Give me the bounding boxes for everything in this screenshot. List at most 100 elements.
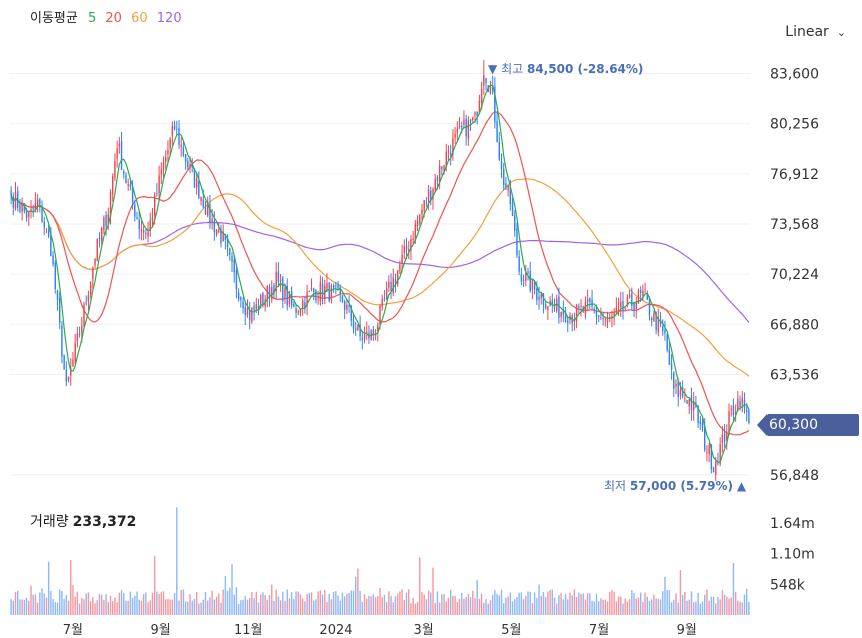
volume-bar (465, 597, 467, 615)
candle-body (496, 120, 498, 143)
candle (489, 80, 492, 95)
volume-bar (637, 597, 640, 615)
volume-bar (655, 598, 657, 615)
volume-bar (650, 599, 653, 615)
candle-body (76, 333, 79, 341)
volume-bar (710, 596, 713, 615)
volume-bar (36, 602, 39, 615)
volume-bar (218, 593, 220, 615)
legend-ma5[interactable]: 5 (87, 11, 97, 26)
candle-body (593, 308, 595, 310)
candle-body (445, 151, 447, 167)
candle-body (310, 288, 313, 290)
scale-selector[interactable]: Linear ⌄ (785, 24, 846, 40)
candle-body (87, 295, 90, 302)
volume-bar (631, 590, 633, 615)
volume-bar (692, 602, 695, 615)
candle-body (120, 141, 123, 170)
volume-bar (567, 599, 569, 615)
volume-bar (28, 600, 30, 615)
candle (589, 297, 591, 310)
volume-bar (134, 595, 136, 615)
volume-bar (626, 601, 629, 615)
candle-body (547, 306, 549, 310)
volume-bar (251, 591, 253, 615)
candle-body (421, 209, 423, 215)
candle-body (266, 285, 269, 300)
volume-bar (273, 601, 275, 615)
candle-body (326, 283, 328, 289)
candle (454, 126, 456, 144)
candle (63, 354, 65, 370)
volume-bar (580, 593, 582, 615)
candle-body (624, 307, 626, 309)
candle (602, 311, 604, 326)
volume-bar (584, 599, 587, 615)
volume-label-text: 거래량 (30, 514, 69, 530)
candle (54, 260, 57, 294)
candle-body (56, 290, 59, 301)
volume-bar (467, 593, 470, 615)
volume-tick-label: 548k (770, 577, 806, 593)
candle-body (438, 165, 441, 183)
volume-bar (224, 575, 227, 615)
volume-bar (368, 595, 370, 615)
candle (284, 283, 286, 304)
candle (597, 315, 600, 323)
candle-body (443, 165, 445, 172)
candle-body (195, 178, 198, 188)
legend-ma20[interactable]: 20 (105, 11, 122, 26)
legend-ma120[interactable]: 120 (156, 11, 182, 26)
candle-body (244, 307, 246, 315)
volume-bar (514, 599, 516, 615)
legend-ma60[interactable]: 60 (131, 11, 148, 26)
volume-bar (337, 595, 339, 615)
candle-body (222, 231, 224, 242)
volume-bar (578, 592, 580, 615)
candle (639, 286, 642, 302)
volume-bar (92, 597, 94, 615)
candle-body (354, 328, 357, 330)
volume-bar (76, 591, 79, 615)
candle-body (710, 444, 713, 470)
candle-body (392, 277, 394, 294)
candle-body (140, 229, 143, 231)
candle-body (639, 290, 642, 293)
volume-bar (536, 598, 538, 615)
candle (134, 200, 136, 222)
volume-bar (401, 589, 403, 615)
candle (129, 180, 132, 191)
volume-bar (483, 602, 485, 615)
candle-body (580, 306, 582, 308)
candle (17, 186, 19, 212)
volume-bar (153, 556, 156, 615)
volume-bar (140, 600, 143, 615)
candle (544, 301, 547, 310)
volume-bar (317, 591, 319, 615)
volume-bar (635, 598, 637, 615)
volume-bar (145, 592, 147, 615)
candle-body (279, 279, 282, 282)
candle (520, 267, 523, 286)
candle (317, 290, 319, 305)
volume-bar (32, 594, 34, 615)
candle-body (100, 228, 103, 241)
volume-bar (668, 590, 671, 615)
candle-body (352, 319, 355, 329)
volume-bar (52, 599, 54, 615)
volume-bar (717, 596, 719, 615)
volume-bar (129, 591, 132, 615)
candle (549, 296, 551, 307)
volume-bar (531, 603, 534, 615)
candle (571, 313, 573, 332)
volume-bar (677, 602, 679, 615)
candle-body (403, 246, 406, 253)
grid-lines (10, 73, 750, 476)
volume-bar (582, 593, 584, 615)
candle (522, 274, 525, 287)
volume-bar (10, 599, 12, 615)
candle (659, 311, 662, 328)
volume-bar (264, 595, 266, 615)
candle-body (337, 284, 339, 289)
